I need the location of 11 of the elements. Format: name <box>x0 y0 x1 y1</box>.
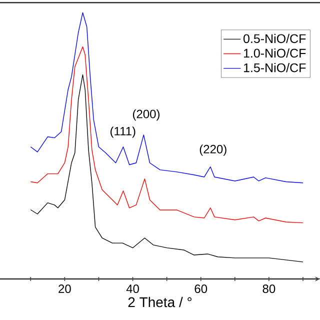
legend-label: 1.5-NiO/CF <box>244 63 306 72</box>
annotation: (200) <box>132 109 160 121</box>
x-tick-label: 20 <box>58 284 71 294</box>
legend-label: 0.5-NiO/CF <box>243 34 306 44</box>
annotation: (111) <box>110 126 136 138</box>
x-axis-title: 2 Theta / ° <box>128 296 192 308</box>
annotation: (220) <box>200 144 226 156</box>
legend-label: 1.0-NiO/CF <box>244 48 306 58</box>
x-tick-label: 80 <box>262 284 276 294</box>
x-tick-label: 60 <box>194 284 208 294</box>
x-tick-label: 40 <box>126 284 139 294</box>
